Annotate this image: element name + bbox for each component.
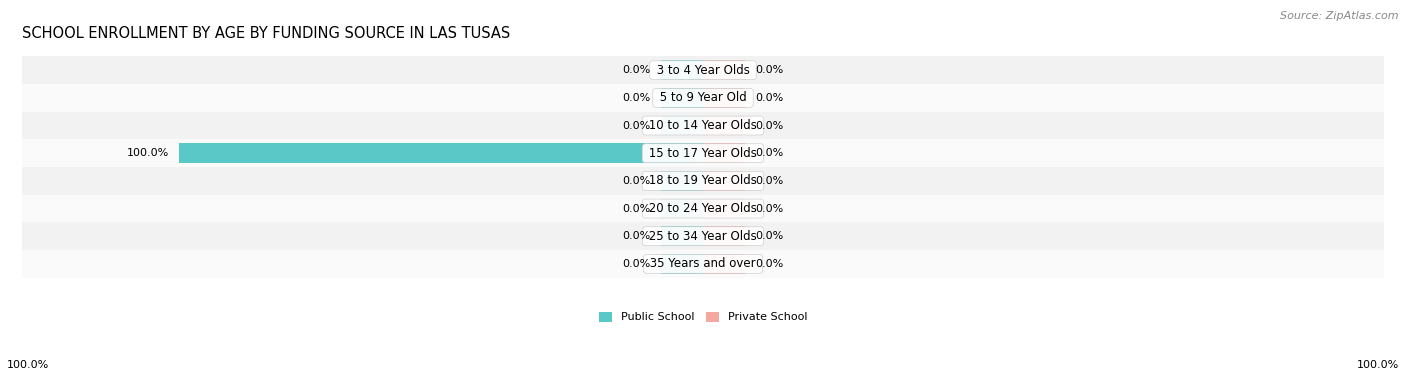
Bar [22, 195, 1384, 222]
Text: 0.0%: 0.0% [623, 231, 651, 241]
Bar [703, 226, 745, 246]
Bar [22, 139, 1384, 167]
Bar [22, 167, 1384, 195]
Bar [703, 88, 745, 108]
Text: 0.0%: 0.0% [755, 93, 783, 103]
Text: 0.0%: 0.0% [755, 231, 783, 241]
Text: 0.0%: 0.0% [623, 203, 651, 214]
Bar [703, 116, 745, 135]
Bar [661, 88, 703, 108]
Text: 5 to 9 Year Old: 5 to 9 Year Old [655, 91, 751, 104]
Text: 0.0%: 0.0% [623, 176, 651, 186]
Bar [703, 171, 745, 191]
Text: 100.0%: 100.0% [127, 148, 169, 158]
Text: 15 to 17 Year Olds: 15 to 17 Year Olds [645, 147, 761, 160]
Bar [22, 56, 1384, 84]
Bar [703, 143, 745, 163]
Bar [661, 226, 703, 246]
Text: 25 to 34 Year Olds: 25 to 34 Year Olds [645, 230, 761, 243]
Text: 100.0%: 100.0% [7, 361, 49, 370]
Bar [661, 254, 703, 274]
Text: 0.0%: 0.0% [755, 203, 783, 214]
Text: SCHOOL ENROLLMENT BY AGE BY FUNDING SOURCE IN LAS TUSAS: SCHOOL ENROLLMENT BY AGE BY FUNDING SOUR… [22, 26, 510, 41]
Text: 0.0%: 0.0% [623, 93, 651, 103]
Bar [661, 116, 703, 135]
Text: 0.0%: 0.0% [755, 148, 783, 158]
Text: 100.0%: 100.0% [1357, 361, 1399, 370]
Bar [22, 222, 1384, 250]
Bar [22, 112, 1384, 139]
Text: 3 to 4 Year Olds: 3 to 4 Year Olds [652, 64, 754, 77]
Text: 0.0%: 0.0% [623, 121, 651, 130]
Bar [661, 198, 703, 218]
Bar [661, 171, 703, 191]
Text: 35 Years and over: 35 Years and over [647, 257, 759, 270]
Text: 0.0%: 0.0% [755, 176, 783, 186]
Bar [703, 198, 745, 218]
Bar [179, 143, 703, 163]
Bar [703, 60, 745, 80]
Legend: Public School, Private School: Public School, Private School [595, 307, 811, 327]
Text: 20 to 24 Year Olds: 20 to 24 Year Olds [645, 202, 761, 215]
Bar [22, 84, 1384, 112]
Text: 0.0%: 0.0% [755, 121, 783, 130]
Text: 0.0%: 0.0% [623, 65, 651, 75]
Text: 0.0%: 0.0% [623, 259, 651, 269]
Bar [22, 250, 1384, 278]
Text: 0.0%: 0.0% [755, 65, 783, 75]
Text: Source: ZipAtlas.com: Source: ZipAtlas.com [1281, 11, 1399, 21]
Text: 0.0%: 0.0% [755, 259, 783, 269]
Text: 18 to 19 Year Olds: 18 to 19 Year Olds [645, 174, 761, 187]
Text: 10 to 14 Year Olds: 10 to 14 Year Olds [645, 119, 761, 132]
Bar [661, 60, 703, 80]
Bar [703, 254, 745, 274]
